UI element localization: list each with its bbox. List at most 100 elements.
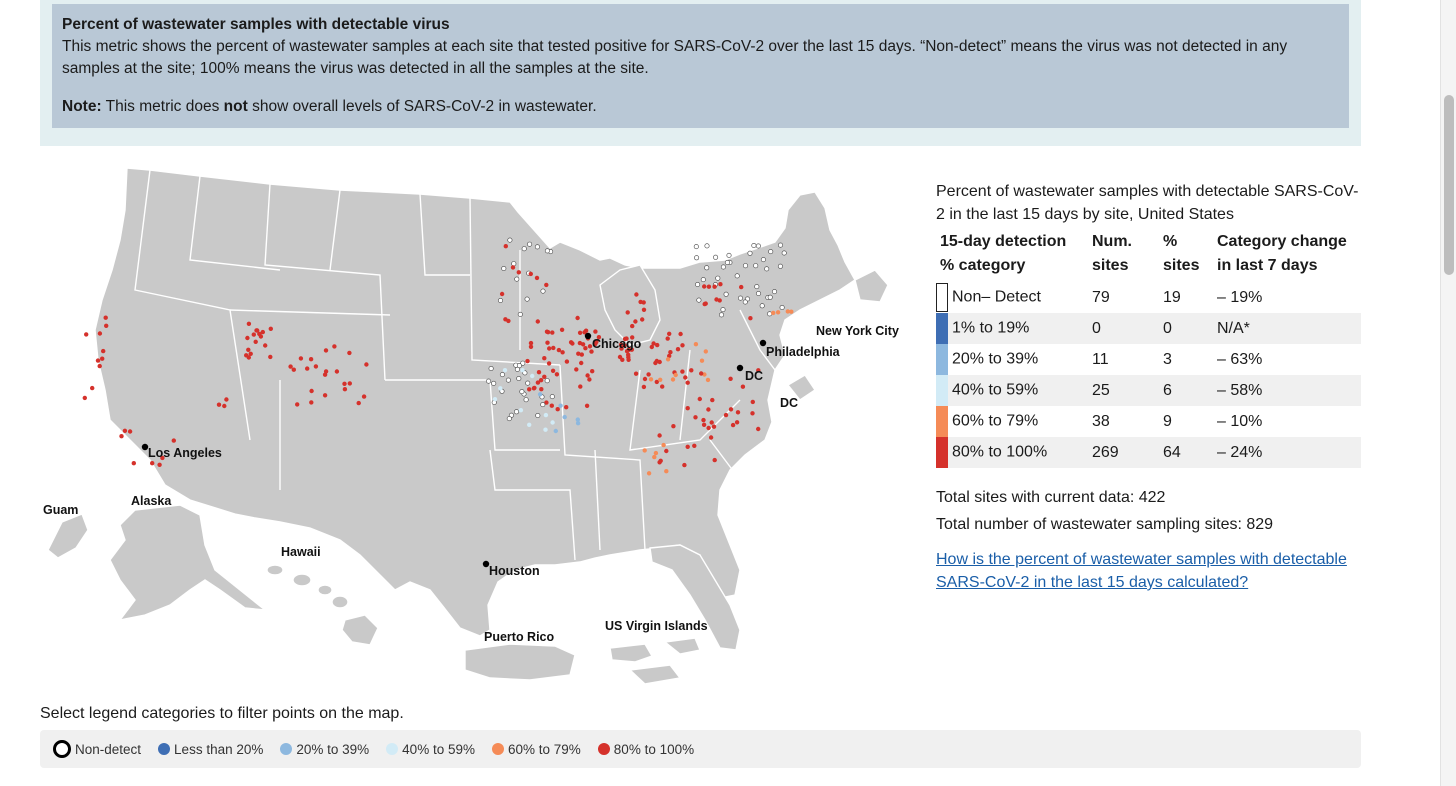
site-point[interactable]	[693, 244, 699, 250]
site-point[interactable]	[665, 336, 670, 341]
site-point[interactable]	[661, 442, 666, 448]
site-point[interactable]	[652, 454, 657, 460]
site-point[interactable]	[527, 387, 532, 392]
site-point[interactable]	[689, 368, 694, 373]
site-point[interactable]	[626, 347, 632, 352]
site-point[interactable]	[579, 360, 584, 366]
site-point[interactable]	[361, 394, 367, 399]
site-point[interactable]	[263, 343, 268, 348]
site-point[interactable]	[347, 350, 352, 356]
site-point[interactable]	[693, 342, 699, 347]
site-point[interactable]	[711, 424, 717, 429]
site-point[interactable]	[514, 276, 520, 282]
site-point[interactable]	[570, 341, 575, 346]
site-point[interactable]	[692, 443, 697, 448]
site-point[interactable]	[564, 405, 569, 410]
site-point[interactable]	[246, 321, 252, 326]
site-point[interactable]	[708, 435, 714, 440]
site-point[interactable]	[723, 412, 729, 418]
site-point[interactable]	[646, 471, 652, 476]
site-point[interactable]	[342, 381, 347, 386]
site-point[interactable]	[734, 420, 740, 425]
site-point[interactable]	[224, 397, 229, 402]
site-point[interactable]	[730, 422, 736, 428]
site-point[interactable]	[524, 296, 530, 302]
site-point[interactable]	[103, 315, 108, 320]
site-point[interactable]	[298, 356, 304, 361]
site-point[interactable]	[660, 384, 665, 389]
site-point[interactable]	[538, 378, 544, 383]
site-point[interactable]	[322, 372, 328, 377]
site-point[interactable]	[95, 358, 101, 363]
site-point[interactable]	[695, 282, 701, 288]
site-point[interactable]	[119, 434, 124, 439]
site-point[interactable]	[673, 372, 678, 378]
site-point[interactable]	[519, 389, 525, 395]
site-point[interactable]	[308, 357, 314, 362]
site-point[interactable]	[633, 371, 639, 376]
site-point[interactable]	[685, 444, 690, 449]
site-point[interactable]	[699, 371, 704, 376]
site-point[interactable]	[542, 356, 547, 361]
site-point[interactable]	[718, 312, 724, 318]
site-point[interactable]	[735, 410, 741, 415]
site-point[interactable]	[706, 284, 712, 289]
site-point[interactable]	[492, 397, 498, 402]
site-point[interactable]	[678, 331, 683, 337]
site-point[interactable]	[706, 407, 711, 412]
site-point[interactable]	[507, 237, 513, 243]
site-point[interactable]	[754, 284, 760, 290]
site-point[interactable]	[516, 376, 522, 382]
site-point[interactable]	[682, 462, 687, 468]
site-point[interactable]	[543, 412, 549, 418]
site-point[interactable]	[697, 396, 702, 402]
site-point[interactable]	[705, 377, 711, 383]
site-point[interactable]	[248, 351, 253, 356]
site-point[interactable]	[747, 250, 753, 256]
site-point[interactable]	[589, 349, 594, 354]
site-point[interactable]	[737, 295, 743, 301]
site-point[interactable]	[675, 347, 681, 352]
site-point[interactable]	[755, 291, 761, 297]
site-point[interactable]	[555, 407, 560, 412]
site-point[interactable]	[364, 362, 369, 367]
site-point[interactable]	[534, 244, 540, 250]
site-point[interactable]	[253, 339, 258, 344]
site-point[interactable]	[704, 243, 710, 249]
site-point[interactable]	[544, 378, 550, 384]
site-point[interactable]	[760, 257, 766, 263]
site-point[interactable]	[502, 368, 508, 373]
site-point[interactable]	[734, 273, 740, 279]
site-point[interactable]	[323, 348, 329, 353]
site-point[interactable]	[309, 400, 314, 405]
site-point[interactable]	[323, 369, 329, 374]
legend-item[interactable]: Non-detect	[53, 740, 141, 758]
site-point[interactable]	[713, 254, 719, 260]
legend-filter-bar[interactable]: Non-detect Less than 20% 20% to 39% 40% to …	[40, 730, 1361, 768]
site-point[interactable]	[702, 301, 707, 307]
site-point[interactable]	[667, 331, 672, 336]
site-point[interactable]	[651, 341, 656, 346]
site-point[interactable]	[671, 424, 676, 429]
site-point[interactable]	[84, 332, 89, 337]
site-point[interactable]	[545, 340, 550, 345]
site-point[interactable]	[634, 292, 639, 297]
site-point[interactable]	[288, 364, 293, 369]
site-point[interactable]	[101, 348, 106, 354]
site-point[interactable]	[258, 334, 264, 339]
site-point[interactable]	[544, 282, 549, 288]
site-point[interactable]	[245, 335, 250, 341]
site-point[interactable]	[768, 249, 774, 255]
site-point[interactable]	[90, 385, 95, 391]
site-point[interactable]	[553, 428, 558, 434]
site-point[interactable]	[587, 377, 592, 382]
site-point[interactable]	[748, 316, 753, 321]
site-point[interactable]	[501, 266, 507, 272]
site-point[interactable]	[578, 384, 583, 389]
site-point[interactable]	[488, 366, 494, 372]
site-point[interactable]	[630, 335, 635, 340]
site-point[interactable]	[742, 299, 748, 305]
site-point[interactable]	[244, 353, 249, 358]
site-point[interactable]	[664, 448, 669, 454]
site-point[interactable]	[626, 355, 631, 360]
